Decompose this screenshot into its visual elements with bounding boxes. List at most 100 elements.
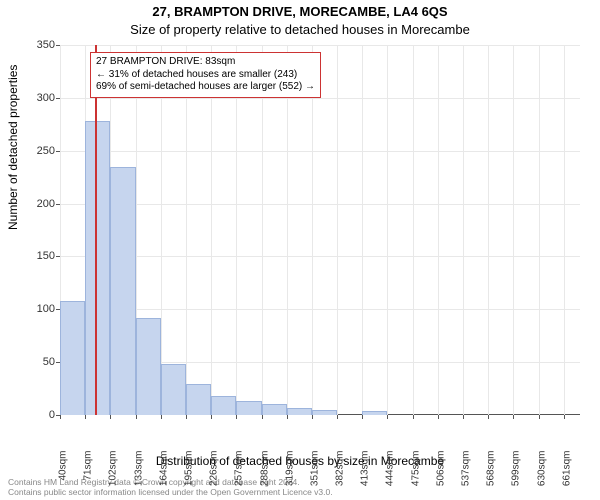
property-marker-line [95, 45, 97, 415]
y-tick-mark [56, 204, 60, 205]
gridline-v [488, 45, 489, 415]
histogram-bar [60, 301, 85, 415]
gridline-v [564, 45, 565, 415]
gridline-h [60, 256, 580, 257]
gridline-h [60, 98, 580, 99]
gridline-v [438, 45, 439, 415]
x-tick-mark [564, 415, 565, 419]
histogram-bar [362, 411, 387, 415]
histogram-bar [262, 404, 287, 415]
annotation-box: 27 BRAMPTON DRIVE: 83sqm← 31% of detache… [90, 52, 321, 98]
y-tick-mark [56, 309, 60, 310]
x-tick-mark [186, 415, 187, 419]
x-tick-mark [413, 415, 414, 419]
x-tick-label: 599sqm [511, 451, 522, 500]
gridline-v [287, 45, 288, 415]
gridline-v [387, 45, 388, 415]
page-title-2: Size of property relative to detached ho… [0, 22, 600, 37]
x-tick-mark [287, 415, 288, 419]
x-tick-mark [438, 415, 439, 419]
gridline-v [312, 45, 313, 415]
gridline-v [513, 45, 514, 415]
x-tick-label: 506sqm [435, 451, 446, 500]
histogram-bar [136, 318, 161, 415]
x-tick-label: 226sqm [209, 451, 220, 500]
x-tick-label: 661sqm [561, 451, 572, 500]
histogram-bar [312, 410, 337, 415]
page-title-1: 27, BRAMPTON DRIVE, MORECAMBE, LA4 6QS [0, 4, 600, 19]
x-tick-label: 164sqm [158, 451, 169, 500]
gridline-v [211, 45, 212, 415]
x-tick-label: 475sqm [410, 451, 421, 500]
gridline-v [186, 45, 187, 415]
y-tick-mark [56, 45, 60, 46]
x-tick-mark [236, 415, 237, 419]
y-tick-label: 300 [15, 92, 55, 104]
x-tick-label: 40sqm [58, 451, 69, 500]
gridline-v [539, 45, 540, 415]
x-tick-mark [262, 415, 263, 419]
x-tick-mark [60, 415, 61, 419]
gridline-v [161, 45, 162, 415]
x-tick-mark [463, 415, 464, 419]
x-tick-mark [211, 415, 212, 419]
x-tick-label: 319sqm [284, 451, 295, 500]
y-tick-mark [56, 256, 60, 257]
gridline-v [337, 45, 338, 415]
x-tick-label: 102sqm [108, 451, 119, 500]
gridline-v [463, 45, 464, 415]
gridline-v [413, 45, 414, 415]
y-tick-label: 150 [15, 250, 55, 262]
x-tick-label: 195sqm [183, 451, 194, 500]
gridline-v [362, 45, 363, 415]
histogram-bar [211, 396, 236, 415]
histogram-bar [287, 408, 312, 415]
x-tick-mark [85, 415, 86, 419]
histogram-bar [110, 167, 135, 415]
annotation-line-2: ← 31% of detached houses are smaller (24… [96, 69, 315, 82]
gridline-h [60, 204, 580, 205]
x-tick-mark [136, 415, 137, 419]
histogram-bar [236, 401, 261, 415]
gridline-v [236, 45, 237, 415]
x-tick-label: 444sqm [385, 451, 396, 500]
x-tick-label: 288sqm [259, 451, 270, 500]
x-tick-mark [387, 415, 388, 419]
annotation-line-1: 27 BRAMPTON DRIVE: 83sqm [96, 56, 315, 69]
histogram-bar [85, 121, 110, 415]
histogram-bar [186, 384, 211, 415]
gridline-h [60, 45, 580, 46]
chart-plot-area [60, 45, 580, 415]
x-tick-label: 630sqm [536, 451, 547, 500]
x-tick-label: 413sqm [360, 451, 371, 500]
gridline-h [60, 151, 580, 152]
y-tick-label: 200 [15, 198, 55, 210]
x-tick-mark [312, 415, 313, 419]
x-tick-label: 71sqm [83, 451, 94, 500]
x-tick-mark [539, 415, 540, 419]
x-tick-label: 257sqm [234, 451, 245, 500]
y-tick-label: 100 [15, 303, 55, 315]
y-tick-label: 250 [15, 145, 55, 157]
y-tick-label: 0 [15, 409, 55, 421]
x-tick-label: 351sqm [309, 451, 320, 500]
x-tick-label: 568sqm [486, 451, 497, 500]
x-tick-mark [362, 415, 363, 419]
x-tick-mark [110, 415, 111, 419]
x-tick-label: 537sqm [461, 451, 472, 500]
x-tick-mark [337, 415, 338, 419]
y-tick-label: 50 [15, 356, 55, 368]
histogram-bar [161, 364, 186, 415]
x-tick-label: 133sqm [133, 451, 144, 500]
annotation-line-3: 69% of semi-detached houses are larger (… [96, 81, 315, 94]
y-tick-mark [56, 362, 60, 363]
x-tick-mark [488, 415, 489, 419]
x-tick-mark [161, 415, 162, 419]
x-tick-label: 382sqm [335, 451, 346, 500]
gridline-h [60, 309, 580, 310]
y-tick-mark [56, 98, 60, 99]
y-tick-label: 350 [15, 39, 55, 51]
y-tick-mark [56, 151, 60, 152]
gridline-v [262, 45, 263, 415]
x-tick-mark [513, 415, 514, 419]
